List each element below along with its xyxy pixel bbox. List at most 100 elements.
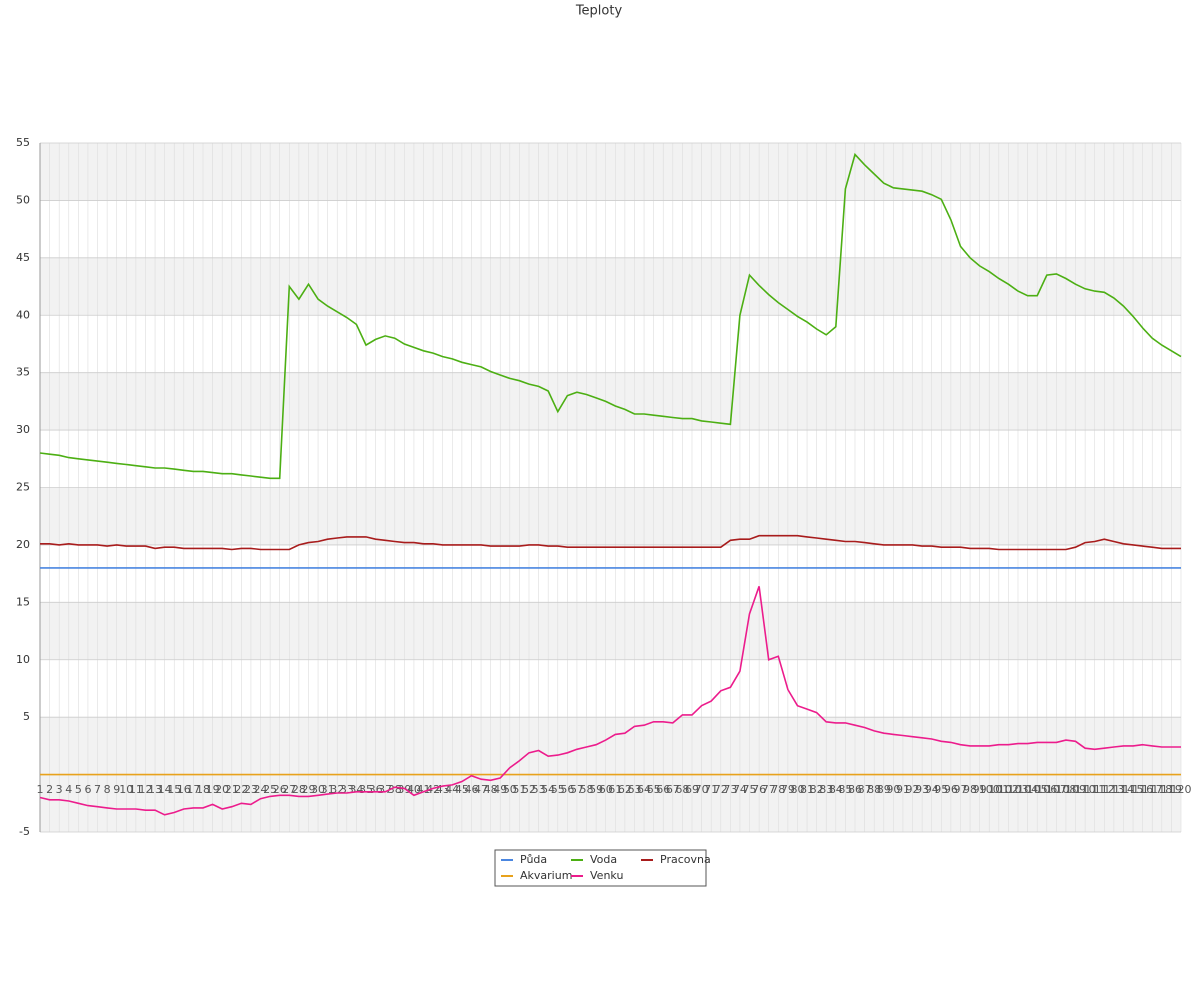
x-tick-label: 107 xyxy=(1046,783,1067,796)
x-tick-label: 67 xyxy=(666,783,680,796)
x-tick-label: 74 xyxy=(733,783,747,796)
x-tick-label: 71 xyxy=(704,783,718,796)
x-tick-label: 98 xyxy=(963,783,977,796)
x-tick-label: 46 xyxy=(464,783,478,796)
x-tick-label: 48 xyxy=(484,783,498,796)
x-tick-label: 12 xyxy=(138,783,152,796)
x-tick-label: 92 xyxy=(906,783,920,796)
x-tick-label: 28 xyxy=(292,783,306,796)
x-tick-label: 16 xyxy=(177,783,191,796)
x-tick-label: 38 xyxy=(388,783,402,796)
x-tick-label: 6 xyxy=(84,783,91,796)
x-tick-label: 81 xyxy=(800,783,814,796)
x-tick-label: 116 xyxy=(1132,783,1153,796)
x-tick-label: 45 xyxy=(455,783,469,796)
legend-label: Půda xyxy=(520,853,547,866)
x-tick-label: 69 xyxy=(685,783,699,796)
y-tick-label: 20 xyxy=(16,538,30,551)
x-tick-label: 117 xyxy=(1142,783,1163,796)
x-tick-label: 89 xyxy=(877,783,891,796)
x-tick-label: 79 xyxy=(781,783,795,796)
x-tick-label: 10 xyxy=(119,783,133,796)
x-tick-label: 54 xyxy=(541,783,555,796)
grid-band xyxy=(40,487,1181,545)
y-tick-label: 55 xyxy=(16,136,30,149)
x-tick-label: 100 xyxy=(979,783,1000,796)
y-tick-label: 10 xyxy=(16,653,30,666)
x-tick-label: 11 xyxy=(129,783,143,796)
x-tick-label: 39 xyxy=(397,783,411,796)
x-tick-label: 99 xyxy=(973,783,987,796)
x-tick-label: 20 xyxy=(215,783,229,796)
x-tick-label: 85 xyxy=(838,783,852,796)
x-tick-label: 96 xyxy=(944,783,958,796)
x-tick-label: 2 xyxy=(46,783,53,796)
x-tick-label: 4 xyxy=(65,783,72,796)
x-tick-label: 86 xyxy=(848,783,862,796)
x-tick-label: 9 xyxy=(113,783,120,796)
x-tick-label: 21 xyxy=(225,783,239,796)
x-tick-label: 97 xyxy=(953,783,967,796)
x-tick-label: 105 xyxy=(1027,783,1048,796)
grid-band xyxy=(40,602,1181,660)
x-tick-label: 47 xyxy=(474,783,488,796)
grid-band xyxy=(40,257,1181,316)
y-tick-label: 40 xyxy=(16,308,30,321)
y-tick-label: 50 xyxy=(16,193,30,206)
x-tick-label: 120 xyxy=(1171,783,1192,796)
x-tick-label: 108 xyxy=(1055,783,1076,796)
x-tick-label: 113 xyxy=(1103,783,1124,796)
x-tick-label: 102 xyxy=(998,783,1019,796)
x-tick-label: 68 xyxy=(675,783,689,796)
x-tick-label: 87 xyxy=(858,783,872,796)
x-tick-label: 90 xyxy=(886,783,900,796)
x-tick-label: 88 xyxy=(867,783,881,796)
x-tick-label: 19 xyxy=(206,783,220,796)
x-tick-label: 51 xyxy=(512,783,526,796)
x-tick-label: 27 xyxy=(282,783,296,796)
legend-label: Akvarium xyxy=(520,869,572,882)
x-tick-label: 18 xyxy=(196,783,210,796)
x-tick-label: 3 xyxy=(56,783,63,796)
x-tick-label: 52 xyxy=(522,783,536,796)
x-tick-label: 15 xyxy=(167,783,181,796)
x-tick-label: 7 xyxy=(94,783,101,796)
x-tick-label: 110 xyxy=(1075,783,1096,796)
x-tick-label: 72 xyxy=(714,783,728,796)
x-tick-label: 37 xyxy=(378,783,392,796)
grid-band xyxy=(40,143,1181,201)
x-tick-label: 17 xyxy=(186,783,200,796)
x-tick-label: 91 xyxy=(896,783,910,796)
x-tick-label: 36 xyxy=(369,783,383,796)
x-tick-label: 111 xyxy=(1084,783,1105,796)
legend-label: Pracovna xyxy=(660,853,711,866)
x-tick-label: 75 xyxy=(743,783,757,796)
series-line xyxy=(39,586,1181,816)
x-tick-label: 63 xyxy=(627,783,641,796)
x-tick-label: 58 xyxy=(580,783,594,796)
x-tick-label: 24 xyxy=(254,783,268,796)
x-tick-label: 42 xyxy=(426,783,440,796)
legend-box xyxy=(494,849,707,887)
x-tick-label: 103 xyxy=(1008,783,1029,796)
x-tick-label: 53 xyxy=(532,783,546,796)
grid-band xyxy=(40,372,1181,431)
series-line xyxy=(40,534,1181,551)
x-tick-label: 65 xyxy=(647,783,661,796)
x-tick-label: 73 xyxy=(723,783,737,796)
x-tick-label: 115 xyxy=(1123,783,1144,796)
y-tick-label: 5 xyxy=(23,710,30,723)
x-tick-label: 59 xyxy=(589,783,603,796)
series-line xyxy=(39,152,1182,480)
y-tick-label: -5 xyxy=(19,825,30,838)
x-tick-label: 8 xyxy=(104,783,111,796)
x-tick-label: 61 xyxy=(608,783,622,796)
x-tick-label: 82 xyxy=(810,783,824,796)
x-tick-label: 35 xyxy=(359,783,373,796)
x-tick-label: 55 xyxy=(551,783,565,796)
legend-label: Venku xyxy=(590,869,623,882)
x-tick-label: 114 xyxy=(1113,783,1134,796)
x-tick-label: 60 xyxy=(599,783,613,796)
x-tick-label: 76 xyxy=(752,783,766,796)
